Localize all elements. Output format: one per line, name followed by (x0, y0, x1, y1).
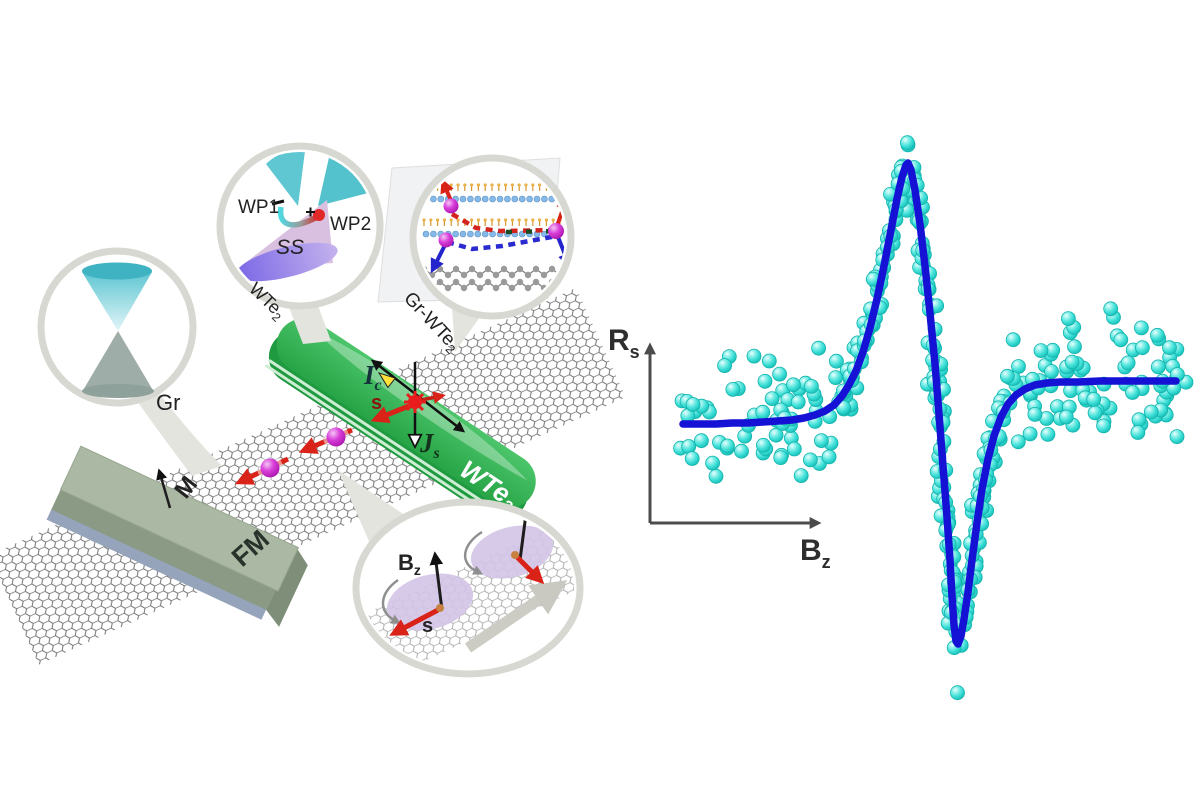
fit-curve (679, 159, 1180, 648)
weyl-cone-icon (318, 153, 372, 206)
fm-substrate-layer (46, 507, 267, 620)
callout-tail-graphene (132, 382, 222, 476)
spin-sphere-icon (326, 427, 346, 447)
hanle-chart: Rs Bz (608, 135, 1194, 701)
weyl-point-2-dot (313, 209, 325, 221)
transport-direction-arrow-icon (464, 580, 568, 653)
charge-current-label: Ic (363, 360, 382, 394)
spin-sphere-icon (548, 223, 564, 239)
precession-disc (386, 573, 474, 631)
dirac-cone-base-ellipse (82, 384, 154, 398)
spin-down-arrow-icon (430, 244, 447, 274)
electron-dot (436, 604, 444, 612)
plus-sign-icon (306, 207, 315, 217)
electron-dot (511, 551, 519, 559)
wte2-bar-stripe (265, 364, 506, 525)
callout-tail-interface (452, 307, 485, 352)
spin-current-label: Js (419, 428, 440, 462)
spin-arrow-icon (389, 607, 440, 636)
magnetization-arrow-icon (156, 468, 172, 509)
fm-top-face (59, 445, 300, 592)
bz-field-arrow-icon (518, 508, 533, 561)
wp1-label: WP1 (238, 197, 279, 218)
graphene-label: Gr (156, 390, 180, 415)
fm-side-face (51, 487, 277, 610)
minus-sign-icon (271, 199, 285, 206)
spin-polarization-arrow-icon (420, 391, 446, 404)
wp2-label: WP2 (330, 214, 371, 235)
charge-current-yellow-arrowhead-icon (377, 372, 397, 389)
scattering-star-icon (404, 391, 426, 413)
precession-rotation-arrow-icon (381, 578, 402, 624)
spin-arrow-icon (514, 554, 545, 585)
spin-down-channel-dashed (446, 233, 558, 252)
spin-trajectory (234, 424, 353, 485)
inset-graphene-cone: Gr (37, 247, 197, 415)
bz-field-arrow-icon (429, 551, 444, 611)
wte2-bar-annotations: Ic s Js (363, 359, 466, 462)
surface-state-ellipse (236, 242, 338, 282)
dirac-cone-lower-icon (82, 331, 154, 392)
x-axis-label: Bz (800, 534, 831, 572)
bz-field-label: Bz (398, 550, 421, 578)
precession-rotation-arrow-icon (463, 530, 484, 575)
wte2-bar-stripe (268, 359, 510, 520)
graphene-sheet (0, 287, 626, 665)
y-axis-label: Rs (608, 324, 640, 362)
fm-electrode: M FM (46, 445, 308, 627)
dirac-cone-top-ellipse (82, 262, 152, 280)
callout-tail-weyl (287, 300, 331, 344)
spin-sphere-icon (260, 458, 280, 478)
spin-sphere-icon (438, 232, 454, 248)
fm-end-face (266, 546, 308, 627)
scatter-points (673, 135, 1194, 701)
inset-precession: Bz s (352, 498, 584, 678)
spin-label: s (371, 392, 382, 414)
inset-weyl-bands: WP1 WP2 SS WTe2 (216, 142, 384, 325)
surface-state-label: SS (276, 236, 304, 259)
fermi-arc-icon (277, 206, 317, 228)
weyl-cone-icon (266, 152, 305, 206)
spin-polarization-arrow-icon (370, 403, 410, 424)
dirac-cone-upper-icon (82, 272, 152, 331)
spin-label: s (422, 615, 433, 637)
spin-sphere-icon (443, 198, 459, 214)
